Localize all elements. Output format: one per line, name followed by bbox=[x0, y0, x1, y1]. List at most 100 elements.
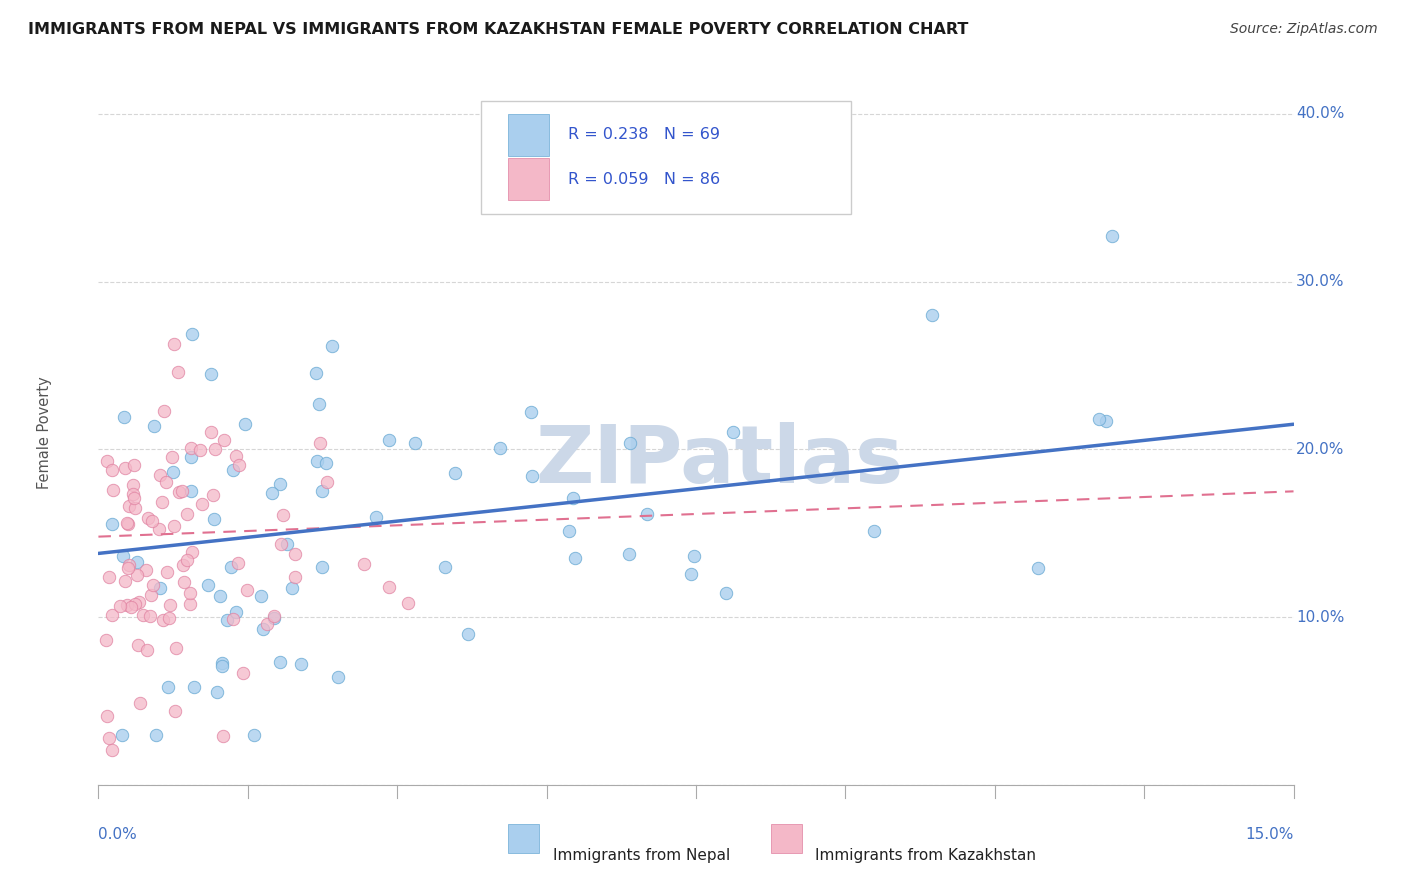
Point bbox=[160, 450, 183, 465]
Point bbox=[328, 669, 350, 683]
Text: 10.0%: 10.0% bbox=[1296, 609, 1344, 624]
FancyBboxPatch shape bbox=[509, 823, 540, 854]
Point bbox=[228, 458, 250, 473]
Point bbox=[284, 547, 307, 561]
Point bbox=[115, 516, 138, 530]
Point bbox=[200, 367, 222, 381]
Point bbox=[211, 729, 233, 743]
Point bbox=[148, 522, 170, 536]
FancyBboxPatch shape bbox=[772, 823, 803, 854]
Point bbox=[315, 456, 337, 470]
Point bbox=[377, 580, 399, 594]
Text: R = 0.059   N = 86: R = 0.059 N = 86 bbox=[568, 172, 720, 186]
Point bbox=[276, 537, 298, 551]
Point bbox=[149, 581, 172, 595]
Point bbox=[211, 659, 233, 673]
Point bbox=[101, 483, 124, 497]
Point bbox=[128, 594, 150, 608]
Point bbox=[141, 514, 163, 528]
Point bbox=[308, 397, 330, 411]
Point bbox=[263, 611, 285, 625]
Text: IMMIGRANTS FROM NEPAL VS IMMIGRANTS FROM KAZAKHSTAN FEMALE POVERTY CORRELATION C: IMMIGRANTS FROM NEPAL VS IMMIGRANTS FROM… bbox=[28, 22, 969, 37]
Point bbox=[167, 484, 190, 499]
Point bbox=[290, 657, 312, 672]
Point bbox=[378, 433, 401, 447]
Point bbox=[159, 599, 181, 613]
FancyBboxPatch shape bbox=[509, 114, 548, 156]
Point bbox=[305, 367, 328, 381]
Point bbox=[181, 327, 204, 342]
Point bbox=[145, 728, 167, 742]
Point bbox=[163, 704, 186, 718]
Point bbox=[863, 524, 886, 539]
Point bbox=[714, 585, 737, 599]
Point bbox=[183, 680, 205, 694]
Point bbox=[564, 551, 586, 566]
Point bbox=[250, 589, 273, 603]
Point bbox=[157, 680, 180, 694]
Text: ZIPatlas: ZIPatlas bbox=[536, 422, 904, 500]
Point bbox=[188, 443, 211, 458]
Point bbox=[152, 613, 174, 627]
Point bbox=[124, 458, 146, 472]
Point bbox=[236, 583, 259, 598]
Text: 15.0%: 15.0% bbox=[1246, 827, 1294, 842]
Point bbox=[489, 442, 512, 456]
Text: Source: ZipAtlas.com: Source: ZipAtlas.com bbox=[1230, 22, 1378, 37]
Point bbox=[636, 507, 658, 521]
Point bbox=[156, 566, 179, 580]
Point bbox=[114, 461, 136, 475]
Point bbox=[1094, 414, 1116, 428]
Point bbox=[128, 696, 150, 710]
Point bbox=[173, 575, 195, 590]
Point bbox=[311, 483, 333, 498]
Point bbox=[315, 475, 337, 489]
Point bbox=[682, 549, 704, 563]
Point bbox=[404, 436, 426, 450]
Point bbox=[165, 640, 187, 655]
Point bbox=[121, 487, 143, 501]
Point bbox=[191, 497, 214, 511]
Point bbox=[233, 417, 256, 431]
Point bbox=[519, 405, 541, 419]
Point bbox=[101, 462, 124, 476]
Point bbox=[142, 578, 165, 592]
Point bbox=[96, 454, 118, 468]
Point bbox=[163, 337, 186, 351]
Point bbox=[222, 612, 245, 626]
Text: Immigrants from Kazakhstan: Immigrants from Kazakhstan bbox=[815, 848, 1036, 863]
Point bbox=[311, 560, 333, 574]
Point bbox=[204, 442, 226, 456]
Point bbox=[617, 547, 640, 561]
Point bbox=[1026, 561, 1049, 575]
FancyBboxPatch shape bbox=[481, 102, 852, 214]
Point bbox=[211, 656, 233, 670]
Point bbox=[205, 685, 228, 699]
Point bbox=[219, 560, 242, 574]
Point bbox=[110, 599, 132, 614]
Point bbox=[179, 597, 201, 611]
Point bbox=[122, 491, 145, 505]
Point bbox=[217, 613, 239, 627]
Point bbox=[222, 463, 245, 477]
Point bbox=[163, 519, 186, 533]
Point bbox=[112, 409, 135, 424]
Point bbox=[226, 556, 249, 570]
Point bbox=[117, 500, 139, 514]
Point bbox=[176, 553, 198, 567]
Point bbox=[117, 516, 139, 531]
Point bbox=[166, 365, 188, 379]
FancyBboxPatch shape bbox=[509, 159, 548, 200]
Point bbox=[232, 666, 254, 681]
Point bbox=[262, 486, 284, 500]
Point bbox=[172, 558, 194, 572]
Point bbox=[127, 638, 149, 652]
Point bbox=[321, 339, 343, 353]
Point bbox=[252, 622, 274, 636]
Point bbox=[96, 632, 118, 647]
Point bbox=[1088, 412, 1111, 426]
Point bbox=[180, 545, 202, 559]
Point bbox=[157, 611, 180, 625]
Point bbox=[142, 419, 165, 434]
Point bbox=[433, 559, 456, 574]
